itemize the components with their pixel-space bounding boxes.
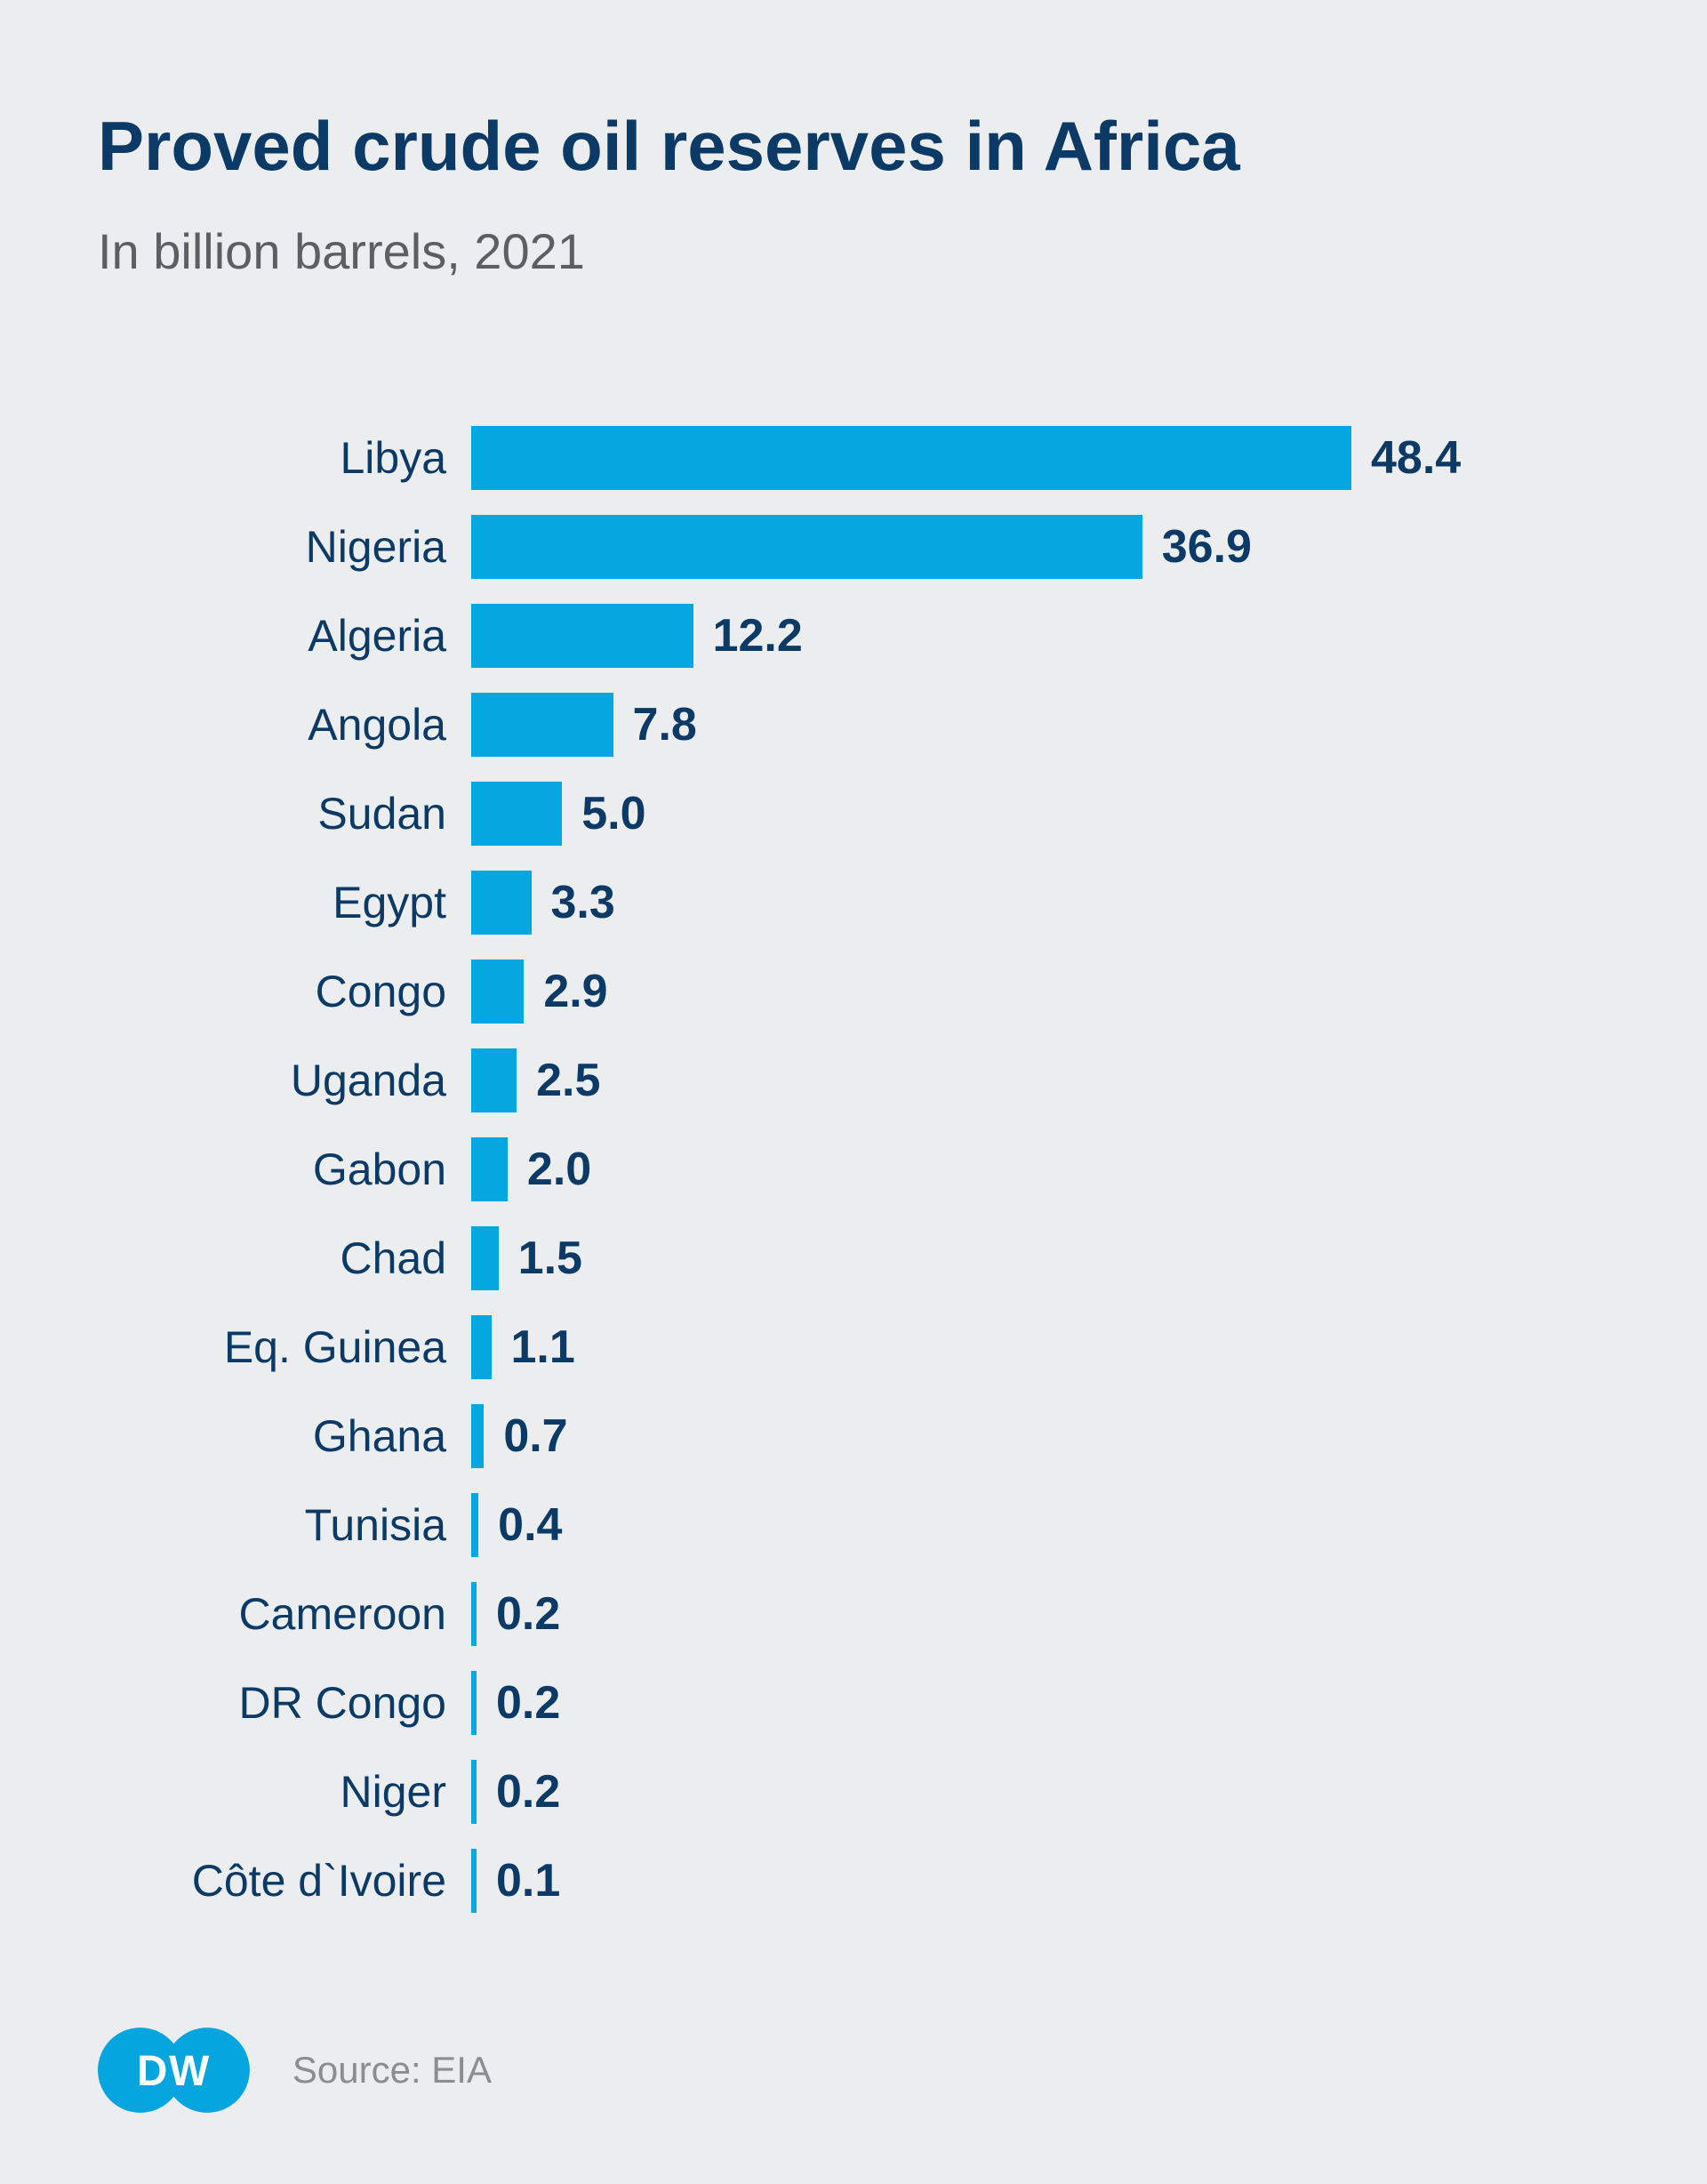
bar bbox=[471, 1404, 484, 1468]
bar-track: 2.5 bbox=[471, 1036, 1609, 1125]
bar-category-label: Chad bbox=[98, 1233, 471, 1284]
bar bbox=[471, 1226, 499, 1290]
bar-track: 0.2 bbox=[471, 1658, 1609, 1747]
bar-value-label: 5.0 bbox=[562, 787, 645, 840]
bar-chart: Libya 48.4 Nigeria 36.9 Algeria 12.2 Angola 7.8… bbox=[98, 414, 1609, 1992]
bar-track: 0.2 bbox=[471, 1747, 1609, 1836]
bar-category-label: Nigeria bbox=[98, 521, 471, 573]
bar-track: 3.3 bbox=[471, 858, 1609, 947]
bar-value-label: 7.8 bbox=[613, 698, 697, 751]
bar-track: 12.2 bbox=[471, 591, 1609, 680]
bar-category-label: Uganda bbox=[98, 1055, 471, 1106]
bar-row: Nigeria 36.9 bbox=[98, 502, 1609, 591]
bar bbox=[471, 1315, 492, 1379]
bar bbox=[471, 960, 524, 1024]
bar-row: Cameroon0.2 bbox=[98, 1570, 1609, 1658]
bar-value-label: 0.2 bbox=[477, 1765, 560, 1819]
bar-value-label: 0.7 bbox=[484, 1409, 567, 1463]
bar bbox=[471, 871, 532, 935]
dw-logo: DW bbox=[98, 2027, 250, 2113]
bar-row: Uganda 2.5 bbox=[98, 1036, 1609, 1125]
chart-title: Proved crude oil reserves in Africa bbox=[98, 107, 1609, 187]
bar-row: Sudan 5.0 bbox=[98, 769, 1609, 858]
bar-row: Algeria 12.2 bbox=[98, 591, 1609, 680]
bar-row: Congo 2.9 bbox=[98, 947, 1609, 1036]
bar-track: 0.2 bbox=[471, 1570, 1609, 1658]
bar-category-label: DR Congo bbox=[98, 1677, 471, 1729]
chart-footer: DW Source: EIA bbox=[98, 2027, 1609, 2113]
bar-track: 1.5 bbox=[471, 1214, 1609, 1303]
bar-track: 1.1 bbox=[471, 1303, 1609, 1392]
chart-subtitle: In billion barrels, 2021 bbox=[98, 222, 1609, 280]
bar bbox=[471, 1493, 478, 1557]
infographic-card: Proved crude oil reserves in Africa In b… bbox=[0, 0, 1707, 2184]
bar-value-label: 1.1 bbox=[492, 1321, 575, 1374]
bar-track: 0.4 bbox=[471, 1481, 1609, 1570]
bar-category-label: Tunisia bbox=[98, 1499, 471, 1551]
bar-value-label: 2.0 bbox=[508, 1143, 591, 1196]
bar-category-label: Côte d`Ivoire bbox=[98, 1855, 471, 1907]
bar-category-label: Eq. Guinea bbox=[98, 1321, 471, 1373]
bar-value-label: 0.4 bbox=[478, 1498, 562, 1552]
bar-value-label: 2.5 bbox=[517, 1054, 600, 1107]
bar-row: Chad 1.5 bbox=[98, 1214, 1609, 1303]
bar bbox=[471, 782, 562, 846]
bar-row: Tunisia0.4 bbox=[98, 1481, 1609, 1570]
bar bbox=[471, 426, 1351, 490]
bar-track: 2.9 bbox=[471, 947, 1609, 1036]
bar-category-label: Cameroon bbox=[98, 1588, 471, 1640]
bar bbox=[471, 604, 693, 668]
bar bbox=[471, 693, 613, 757]
bar-value-label: 0.1 bbox=[477, 1854, 560, 1907]
bar-category-label: Niger bbox=[98, 1766, 471, 1818]
bar-category-label: Sudan bbox=[98, 788, 471, 839]
bar-value-label: 3.3 bbox=[532, 876, 615, 929]
bar-category-label: Libya bbox=[98, 432, 471, 484]
bar-row: Eq. Guinea 1.1 bbox=[98, 1303, 1609, 1392]
bar-row: Ghana0.7 bbox=[98, 1392, 1609, 1481]
bar-category-label: Angola bbox=[98, 699, 471, 751]
bar-track: 36.9 bbox=[471, 502, 1609, 591]
bar-row: Niger0.2 bbox=[98, 1747, 1609, 1836]
bar-value-label: 12.2 bbox=[693, 609, 803, 662]
bar-track: 0.1 bbox=[471, 1836, 1609, 1925]
bar-row: Côte d`Ivoire0.1 bbox=[98, 1836, 1609, 1925]
bar bbox=[471, 515, 1142, 579]
bar-category-label: Algeria bbox=[98, 610, 471, 662]
bar-track: 2.0 bbox=[471, 1125, 1609, 1214]
bar-track: 7.8 bbox=[471, 680, 1609, 769]
bar-row: Egypt 3.3 bbox=[98, 858, 1609, 947]
bar-value-label: 2.9 bbox=[524, 965, 607, 1018]
bar-row: Gabon 2.0 bbox=[98, 1125, 1609, 1214]
bar-value-label: 36.9 bbox=[1142, 520, 1252, 574]
bar-value-label: 48.4 bbox=[1351, 431, 1461, 485]
bar-value-label: 0.2 bbox=[477, 1676, 560, 1730]
bar-track: 0.7 bbox=[471, 1392, 1609, 1481]
bar bbox=[471, 1137, 508, 1201]
bar-category-label: Gabon bbox=[98, 1144, 471, 1195]
dw-logo-text: DW bbox=[137, 2048, 211, 2095]
bar-category-label: Ghana bbox=[98, 1410, 471, 1462]
source-label: Source: EIA bbox=[293, 2049, 492, 2092]
bar-category-label: Egypt bbox=[98, 877, 471, 928]
bar bbox=[471, 1048, 517, 1112]
bar-row: Angola 7.8 bbox=[98, 680, 1609, 769]
bar-track: 5.0 bbox=[471, 769, 1609, 858]
bar-row: DR Congo0.2 bbox=[98, 1658, 1609, 1747]
bar-category-label: Congo bbox=[98, 966, 471, 1017]
bar-row: Libya 48.4 bbox=[98, 414, 1609, 502]
bar-value-label: 1.5 bbox=[499, 1232, 582, 1285]
bar-track: 48.4 bbox=[471, 414, 1609, 502]
bar-value-label: 0.2 bbox=[477, 1587, 560, 1641]
